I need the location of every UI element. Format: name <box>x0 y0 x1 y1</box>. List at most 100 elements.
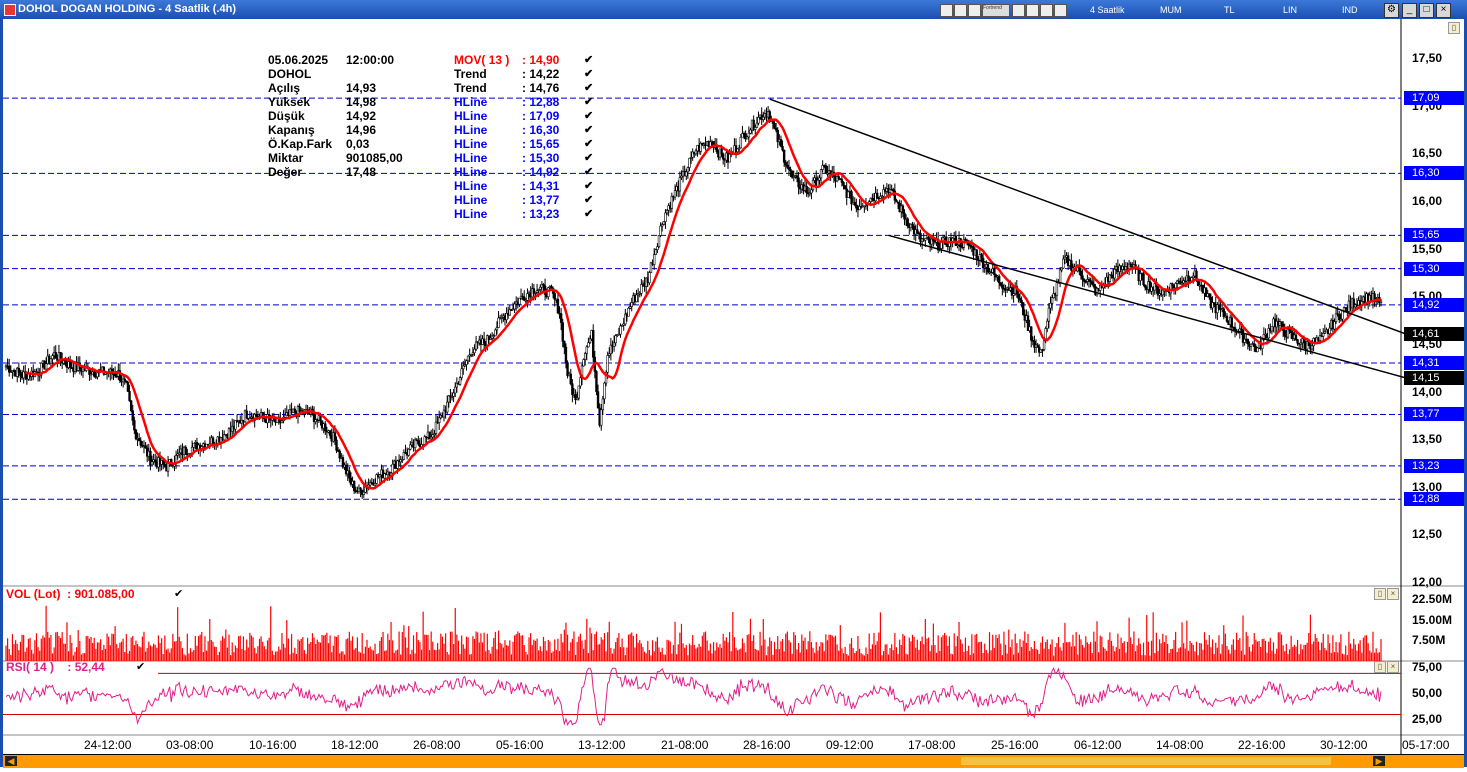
candle-body <box>1217 304 1221 309</box>
indicator-toggle-check-icon[interactable]: ✔ <box>584 68 594 80</box>
candle-body <box>888 189 892 193</box>
indicator-toggle-check-icon[interactable]: ✔ <box>584 138 594 150</box>
scale-selector[interactable]: LIN <box>1283 5 1298 15</box>
hline-badge: 13,23 <box>1404 458 1464 473</box>
candle-body <box>1020 299 1023 303</box>
candle-body <box>805 185 808 194</box>
chart-type-icon[interactable] <box>940 4 953 17</box>
price-tick-label: 16,50 <box>1412 146 1443 161</box>
candle-body <box>619 325 622 335</box>
candle-body <box>1129 263 1132 268</box>
candle-body <box>1002 287 1006 290</box>
volume-bars-layer <box>5 605 1382 661</box>
candle-body <box>840 178 844 183</box>
indicator-toggle-check-icon[interactable]: ✔ <box>584 180 594 192</box>
candle-body <box>293 408 296 413</box>
candle-body <box>685 171 688 177</box>
candle-type-selector[interactable]: MUM <box>1160 5 1182 15</box>
candle-body <box>1148 281 1152 292</box>
interval-selector[interactable]: 4 Saatlik <box>1090 5 1125 15</box>
scroll-right-arrow[interactable]: ▶ <box>1373 756 1385 766</box>
close-button[interactable]: × <box>1436 3 1451 18</box>
info-open-label: Açılış <box>268 81 301 95</box>
indicator-toggle-check-icon[interactable]: ✔ <box>584 208 594 220</box>
indicator-toggle-check-icon[interactable]: ✔ <box>584 152 594 164</box>
candle-body <box>335 439 338 451</box>
candle-body <box>1039 349 1043 353</box>
volume-panel-restore-button[interactable]: ▯ <box>1374 588 1386 600</box>
indicator-toggle-check-icon[interactable]: ✔ <box>584 82 594 94</box>
candle-body <box>564 346 568 363</box>
rsi-check-icon[interactable]: ✔ <box>136 661 146 673</box>
indicator-label: HLine <box>454 151 488 165</box>
settings-icon[interactable]: ⚙ <box>1384 3 1399 18</box>
candle-body <box>906 218 909 227</box>
line-tool-icon[interactable] <box>1054 4 1067 17</box>
trend-line-upper <box>769 98 1408 336</box>
volume-panel-close-button[interactable]: × <box>1387 588 1399 600</box>
app-icon[interactable] <box>4 4 16 16</box>
rsi-panel-close-button[interactable]: × <box>1387 661 1399 673</box>
candle-body <box>1296 339 1299 344</box>
horizontal-scrollbar[interactable]: ◀ ▶ <box>3 754 1464 768</box>
currency-selector[interactable]: TL <box>1224 5 1235 15</box>
indicator-toggle-check-icon[interactable]: ✔ <box>584 54 594 66</box>
candle-body <box>662 221 666 225</box>
indicator-toggle-check-icon[interactable]: ✔ <box>584 166 594 178</box>
zoom-icon[interactable] <box>1026 4 1039 17</box>
candle-body <box>795 175 799 179</box>
candle-body <box>571 383 574 396</box>
indicator-legend-checks[interactable]: ✔ ✔ ✔ ✔ ✔ ✔ ✔ ✔ ✔ ✔ ✔ ✔ <box>584 53 593 221</box>
price-panel-restore-button[interactable]: ▯ <box>1448 22 1460 34</box>
rsi-panel-restore-button[interactable]: ▯ <box>1374 661 1386 673</box>
candle-body <box>465 360 468 365</box>
mode-selector[interactable]: IND <box>1342 5 1358 15</box>
indicator-toggle-check-icon[interactable]: ✔ <box>584 110 594 122</box>
candle-body <box>455 382 459 388</box>
price-tick-label: 17,50 <box>1412 51 1443 66</box>
indicator-toggle-check-icon[interactable]: ✔ <box>584 124 594 136</box>
maximize-button[interactable]: □ <box>1419 3 1434 18</box>
candle-body <box>816 179 820 187</box>
indicator-value: : 14,31 <box>522 179 560 193</box>
candle-body <box>532 288 536 294</box>
candle-body <box>1055 282 1059 296</box>
candle-body <box>754 127 757 130</box>
refresh-icon[interactable] <box>968 4 981 17</box>
candle-body <box>1174 283 1177 289</box>
draw-tool-icon[interactable] <box>954 4 967 17</box>
candle-body <box>604 372 608 384</box>
time-tick-label: 03-08:00 <box>166 738 214 752</box>
pencil-icon[interactable] <box>1040 4 1053 17</box>
minimize-button[interactable]: _ <box>1402 3 1417 18</box>
candle-body <box>163 464 167 467</box>
grid-icon[interactable] <box>1012 4 1025 17</box>
candle-body <box>1113 268 1116 279</box>
candle-body <box>847 191 850 198</box>
candle-body <box>462 365 465 370</box>
candle-body <box>471 352 475 355</box>
rsi-value: : 52,44 <box>67 660 105 674</box>
candle-body <box>1270 326 1274 332</box>
scroll-left-arrow[interactable]: ◀ <box>5 756 17 766</box>
candle-body <box>736 148 739 153</box>
volume-check-icon[interactable]: ✔ <box>174 588 184 600</box>
candle-body <box>837 176 840 179</box>
candle-body <box>969 244 972 247</box>
candle-body <box>431 434 434 438</box>
indicator-toggle-check-icon[interactable]: ✔ <box>584 96 594 108</box>
price-chart[interactable] <box>3 19 1464 754</box>
candle-body <box>487 335 491 340</box>
scroll-thumb[interactable] <box>961 757 1331 765</box>
candle-body <box>821 165 824 170</box>
time-tick-label: 13-12:00 <box>578 738 626 752</box>
candle-body <box>1339 318 1343 321</box>
candle-body <box>505 313 508 321</box>
plugin-label[interactable]: Fortrend <box>982 4 1010 17</box>
candle-body <box>574 393 577 401</box>
candles-layer <box>4 106 1383 499</box>
candle-body <box>652 254 656 265</box>
candle-body <box>413 439 417 449</box>
indicator-toggle-check-icon[interactable]: ✔ <box>584 194 594 206</box>
candle-body <box>428 431 431 440</box>
